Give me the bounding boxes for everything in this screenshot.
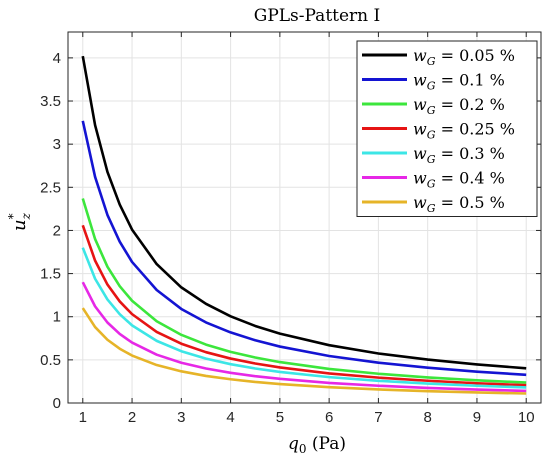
- legend: wG = 0.05 % wG = 0.1 %wG = 0.2 % wG = 0.25…: [356, 40, 538, 217]
- x-label-var: q: [288, 434, 299, 454]
- y-tick-label: 2.5: [40, 179, 61, 196]
- axes-frame: [67, 31, 542, 404]
- tick-labels: 1 2 3 4 5 6 7 8 9 10 0 0.5 1 1.5 2 2.5 3 3.5 4: [40, 50, 534, 426]
- y-label-sup: *: [6, 213, 20, 219]
- chart-title: GPLs-Pattern I: [254, 6, 381, 26]
- series-lines: [81, 55, 527, 395]
- x-tick-label: 10: [518, 409, 535, 426]
- y-tick-label: 3.5: [40, 93, 61, 110]
- y-tick-label: 0: [53, 395, 61, 412]
- x-tick-label: 8: [424, 409, 432, 426]
- y-tick-label: 3: [53, 136, 61, 153]
- x-tick-label: 6: [325, 409, 333, 426]
- series-line-6: [81, 281, 527, 393]
- y-tick-label: 4: [53, 50, 61, 67]
- series-line-1: [81, 55, 527, 370]
- y-tick-label: 0.5: [40, 352, 61, 369]
- y-tick-label: 2: [53, 222, 61, 239]
- legend-entry-6: wG = 0.4 %: [413, 169, 505, 191]
- series-line-7: [81, 307, 527, 395]
- legend-entry-3: wG = 0.2 %: [413, 95, 505, 117]
- legend-entry-7: wG = 0.5 %: [413, 193, 505, 215]
- legend-entry-4: wG = 0.25 %: [413, 120, 515, 142]
- x-tick-label: 3: [177, 409, 185, 426]
- series-line-5: [81, 247, 527, 389]
- y-label-var: u: [9, 219, 30, 231]
- legend-entry-5: wG = 0.3 %: [413, 144, 505, 166]
- x-label-sub: 0: [299, 442, 307, 456]
- y-label-sub: z: [19, 212, 33, 220]
- legend-entry-2: wG = 0.1 %: [413, 71, 505, 93]
- y-axis-label: u*z: [6, 212, 33, 231]
- x-tick-label: 1: [79, 409, 87, 426]
- x-tick-label: 7: [374, 409, 382, 426]
- x-tick-label: 5: [276, 409, 284, 426]
- axes-box: [67, 31, 542, 404]
- x-tick-label: 4: [226, 409, 234, 426]
- series-line-4: [81, 224, 527, 387]
- legend-entry-1: wG = 0.05 %: [413, 46, 515, 68]
- x-label-unit: (Pa): [307, 434, 346, 454]
- series-line-2: [81, 120, 527, 377]
- y-tick-label: 1.5: [40, 266, 61, 283]
- series-line-3: [81, 198, 527, 384]
- x-tick-label: 9: [473, 409, 481, 426]
- x-tick-label: 2: [128, 409, 136, 426]
- y-tick-label: 1: [53, 309, 61, 326]
- x-axis-label: q0 (Pa): [288, 434, 346, 456]
